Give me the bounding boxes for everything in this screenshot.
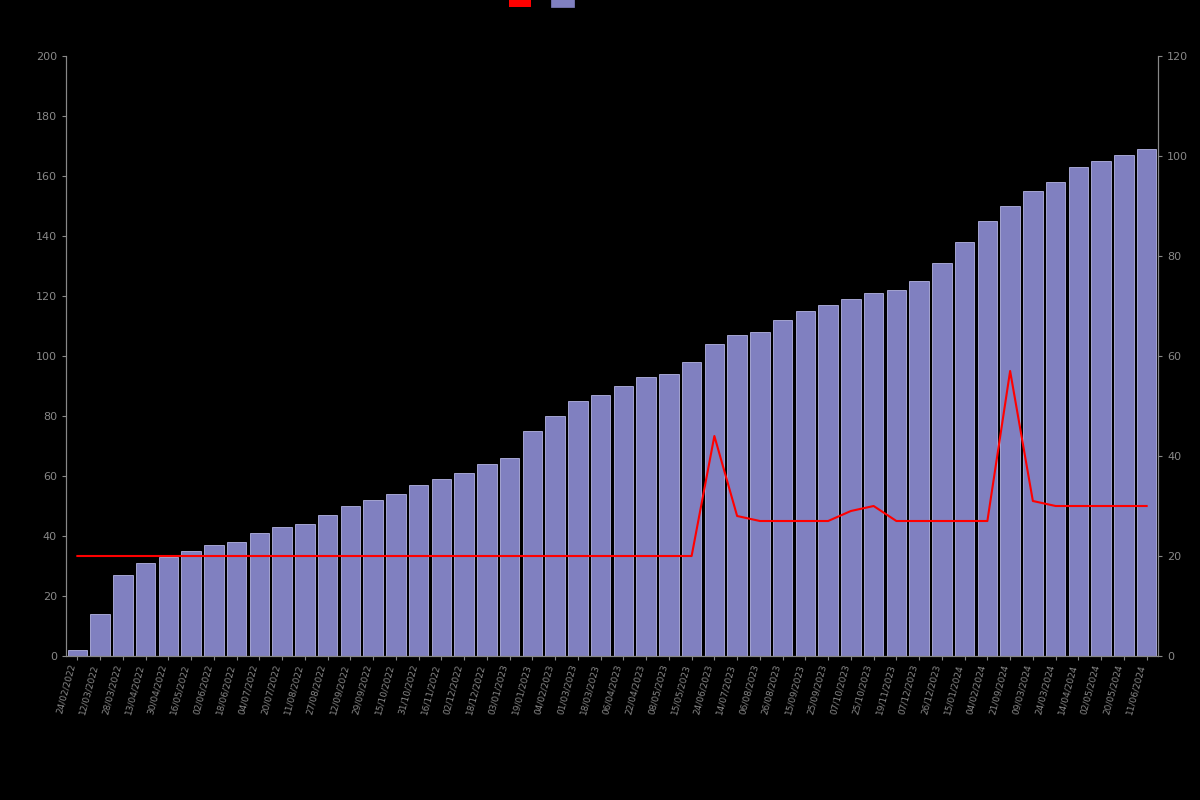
Bar (386, 494, 406, 656)
Bar (1046, 182, 1066, 656)
Bar (272, 527, 292, 656)
Bar (318, 515, 337, 656)
Bar (841, 299, 860, 656)
Bar (295, 524, 314, 656)
Bar (136, 563, 155, 656)
Bar (113, 575, 132, 656)
Legend: , : , (505, 0, 588, 11)
Bar (955, 242, 974, 656)
Bar (727, 335, 746, 656)
Bar (364, 500, 383, 656)
Bar (158, 557, 178, 656)
Bar (1092, 161, 1111, 656)
Bar (932, 263, 952, 656)
Bar (750, 332, 769, 656)
Bar (887, 290, 906, 656)
Bar (590, 395, 611, 656)
Bar (181, 551, 200, 656)
Bar (67, 650, 88, 656)
Bar (704, 344, 724, 656)
Bar (569, 401, 588, 656)
Bar (455, 473, 474, 656)
Bar (1069, 167, 1088, 656)
Bar (864, 293, 883, 656)
Bar (636, 377, 655, 656)
Bar (546, 416, 565, 656)
Bar (227, 542, 246, 656)
Bar (1001, 206, 1020, 656)
Bar (659, 374, 678, 656)
Bar (682, 362, 701, 656)
Bar (796, 311, 815, 656)
Bar (1136, 149, 1157, 656)
Bar (910, 281, 929, 656)
Bar (818, 305, 838, 656)
Bar (978, 221, 997, 656)
Bar (523, 431, 542, 656)
Bar (204, 545, 223, 656)
Bar (341, 506, 360, 656)
Bar (1024, 191, 1043, 656)
Bar (409, 485, 428, 656)
Bar (478, 464, 497, 656)
Bar (1115, 155, 1134, 656)
Bar (500, 458, 520, 656)
Bar (432, 479, 451, 656)
Bar (250, 533, 269, 656)
Bar (90, 614, 109, 656)
Bar (773, 320, 792, 656)
Bar (613, 386, 634, 656)
